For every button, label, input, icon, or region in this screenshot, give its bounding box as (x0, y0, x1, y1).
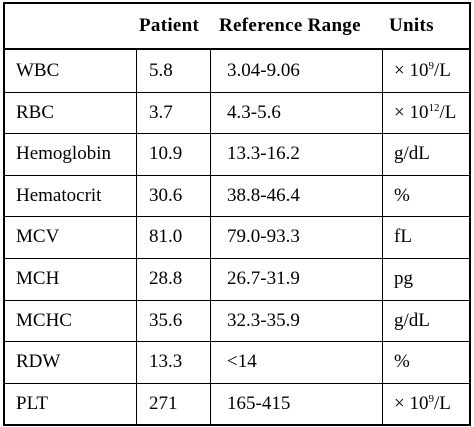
unit-base: fL (394, 226, 412, 248)
cell-patient: 35.6 (149, 309, 183, 331)
table-row: RDW 13.3 <14% (5, 341, 469, 383)
cell-units: % (394, 175, 410, 217)
unit-exponent: 9 (428, 60, 434, 72)
cell-test: MCHC (16, 309, 72, 331)
cell-units: fL (394, 216, 412, 258)
header-reference-range: Reference Range (219, 15, 361, 36)
cell-patient: 3.7 (149, 101, 173, 123)
cell-units: % (394, 341, 410, 383)
row-divider (5, 133, 469, 135)
cell-test: Hemoglobin (16, 143, 111, 165)
header-units: Units (389, 15, 434, 36)
cell-reference-range: 165-415 (227, 392, 291, 414)
cell-reference-range: 32.3-35.9 (227, 309, 300, 331)
row-divider (5, 299, 469, 301)
cell-test: RDW (16, 351, 61, 373)
row-divider (5, 174, 469, 176)
unit-base: g/dL (394, 143, 430, 165)
cell-units: g/dL (394, 133, 430, 175)
cell-patient: 28.8 (149, 268, 183, 289)
table-row: MCHC 35.6 32.3-35.9 g/dL (5, 300, 469, 342)
unit-tail: /L (433, 60, 451, 81)
cell-reference-range: 79.0-93.3 (227, 226, 300, 248)
cell-patient: 10.9 (149, 143, 183, 165)
cell-patient: 81.0 (149, 226, 183, 248)
table-row: Hematocrit 30.6 38.8-46.4% (5, 175, 469, 217)
row-divider (5, 382, 469, 384)
cell-test: MCV (16, 226, 60, 248)
cell-test: WBC (16, 60, 60, 81)
cell-reference-range: 26.7-31.9 (227, 268, 300, 289)
row-divider (5, 91, 469, 93)
lab-results-table: Patient Reference Range Units WBC 5.8 3.04… (3, 2, 471, 426)
unit-tail: /L (439, 101, 457, 123)
cell-test: MCH (16, 268, 60, 289)
unit-base: % (394, 351, 410, 373)
table-row: MCH 28.8 26.7-31.9 pg (5, 258, 469, 300)
table-row: RBC 3.7 4.3-5.6 × 1012/L (5, 92, 469, 134)
row-divider (5, 258, 469, 259)
cell-test: Hematocrit (16, 184, 102, 206)
cell-patient: 13.3 (149, 351, 183, 373)
unit-base: % (394, 184, 410, 206)
table-header: Patient Reference Range Units (3, 2, 471, 48)
unit-exponent: 9 (428, 392, 434, 405)
cell-units: pg (394, 258, 413, 300)
table-body: WBC 5.8 3.04-9.06 × 109/L RBC 3.7 4.3-5.6 × 10… (3, 48, 471, 426)
cell-units: g/dL (394, 300, 430, 342)
cell-reference-range: 38.8-46.4 (227, 184, 300, 206)
header-patient: Patient (139, 15, 200, 36)
unit-base: × 10 (394, 101, 429, 123)
unit-base: × 10 (394, 60, 429, 81)
table-row: Hemoglobin 10.9 13.3-16.2 g/dL (5, 133, 469, 175)
table-row: WBC 5.8 3.04-9.06 × 109/L (5, 50, 469, 92)
unit-base: pg (394, 268, 413, 289)
cell-units: × 109/L (394, 50, 451, 92)
cell-units: × 109/L (394, 383, 451, 425)
cell-units: × 1012/L (394, 92, 456, 134)
cell-patient: 5.8 (149, 60, 173, 81)
column-divider (210, 50, 211, 424)
cell-test: PLT (16, 392, 49, 414)
row-divider (5, 216, 469, 218)
unit-base: × 10 (394, 392, 429, 414)
unit-base: g/dL (394, 309, 430, 331)
unit-exponent: 12 (428, 101, 440, 114)
cell-patient: 30.6 (149, 184, 183, 206)
table-row: PLT 271 165-415 × 109/L (5, 383, 469, 425)
table-row: MCV 81.0 79.0-93.3 fL (5, 216, 469, 258)
row-divider (5, 341, 469, 343)
unit-tail: /L (433, 392, 451, 414)
cell-patient: 271 (149, 392, 178, 414)
cell-test: RBC (16, 101, 55, 123)
column-divider (136, 50, 137, 424)
cell-reference-range: <14 (227, 351, 257, 373)
cell-reference-range: 4.3-5.6 (227, 101, 281, 123)
cell-reference-range: 3.04-9.06 (227, 60, 300, 81)
column-divider (382, 50, 383, 424)
cell-reference-range: 13.3-16.2 (227, 143, 300, 165)
